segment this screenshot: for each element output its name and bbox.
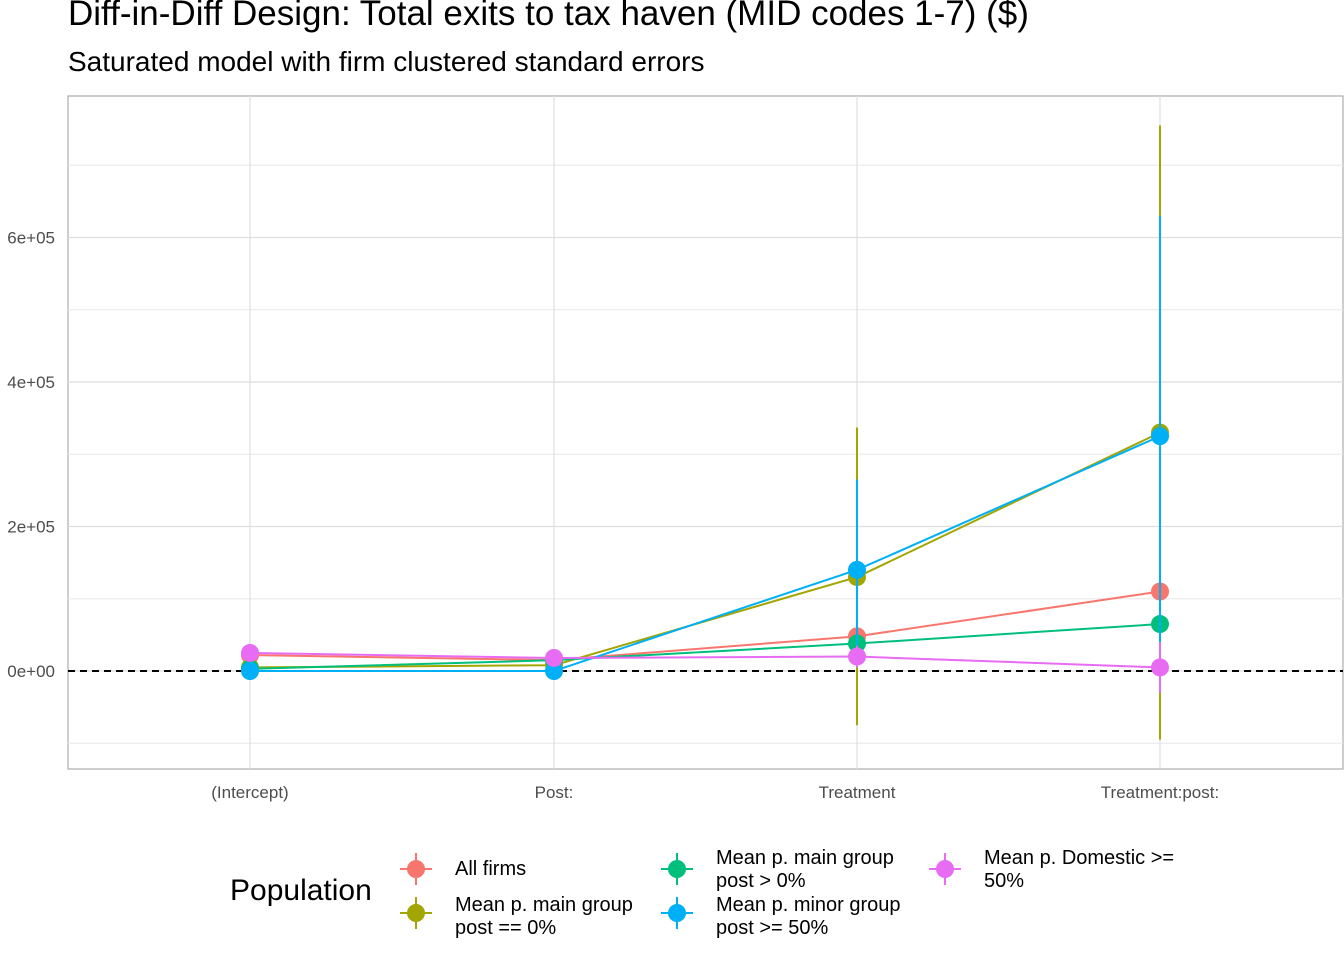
tick-labels-layer: 0e+00 2e+05 4e+05 6e+05 (Intercept) Post: Trea… [7,229,1219,803]
legend-key-point [936,860,954,878]
series-line [250,435,1161,672]
series-line [249,590,1161,662]
legend-key [400,897,432,929]
data-point [1151,658,1169,677]
chart-title: Diff-in-Diff Design: Total exits to tax … [68,0,1029,33]
legend-label-main-group-positive: Mean p. main group post > 0% [716,847,894,892]
legend-key-point [407,904,425,922]
legend-label-domestic: Mean p. Domestic >= 50% [984,847,1175,892]
legend-key [661,897,693,929]
chart-subtitle: Saturated model with firm clustered stan… [68,46,705,77]
legend-keys-layer [400,853,961,929]
legend-label-minor-group: Mean p. minor group post >= 50% [716,894,901,939]
data-point [1151,427,1169,446]
series-line [249,623,1161,670]
data-point [545,648,563,667]
legend-key-point [668,860,686,878]
x-tick-label: Post: [535,783,574,802]
legend-title: Population [230,874,372,907]
legend-key [661,853,693,885]
legend-label-all-firms: All firms [455,858,527,880]
x-tick-label: (Intercept) [211,783,288,802]
x-tick-label: Treatment:post: [1101,783,1219,802]
series-group [241,642,1169,693]
legend-label-main-group-zero: Mean p. main group post == 0% [455,894,633,939]
y-tick-label: 0e+00 [7,662,55,681]
data-point [545,662,563,680]
series-layer [241,125,1169,740]
series-line [249,651,1161,669]
y-tick-label: 2e+05 [7,518,55,537]
legend-key-point [668,904,686,922]
legend-key-point [407,860,425,878]
series-group [241,215,1169,680]
legend-key [400,853,432,885]
data-point [241,662,259,680]
data-point [848,560,866,579]
x-tick-label: Treatment [819,783,896,802]
data-point [848,647,866,666]
y-tick-label: 6e+05 [7,229,55,248]
legend-key [929,853,961,885]
data-point [241,643,259,662]
y-tick-label: 4e+05 [7,373,55,392]
